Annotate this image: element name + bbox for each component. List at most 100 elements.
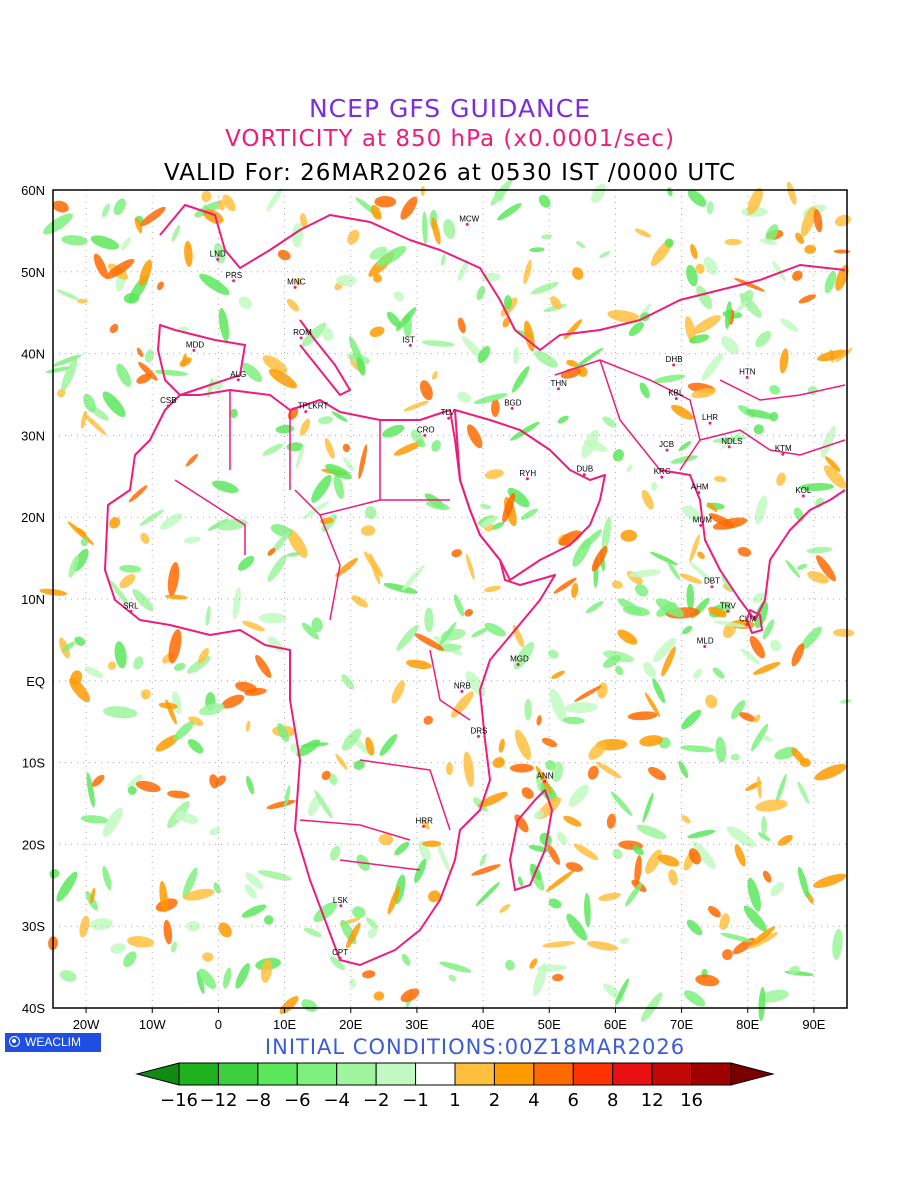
vorticity-patch bbox=[396, 624, 419, 651]
vorticity-patch bbox=[791, 643, 805, 667]
city-dot bbox=[665, 448, 669, 452]
vorticity-patch bbox=[221, 694, 245, 709]
vorticity-patch bbox=[382, 424, 405, 438]
vorticity-patch bbox=[422, 211, 428, 245]
vorticity-patch bbox=[664, 238, 674, 248]
vorticity-patch bbox=[164, 594, 188, 600]
vorticity-patch bbox=[650, 482, 658, 491]
vorticity-patch bbox=[505, 959, 515, 971]
vorticity-patch bbox=[719, 913, 730, 931]
vorticity-patch bbox=[743, 905, 767, 932]
vorticity-patch bbox=[79, 915, 90, 938]
vorticity-patch bbox=[682, 505, 702, 522]
city-label: BGD bbox=[504, 398, 522, 407]
vorticity-patch bbox=[737, 546, 752, 557]
vorticity-patch bbox=[187, 738, 204, 754]
weaclim-logo[interactable]: WEACLIM bbox=[5, 1033, 101, 1052]
vorticity-patch bbox=[369, 553, 381, 585]
vorticity-patch bbox=[568, 784, 589, 807]
vorticity-patch bbox=[93, 253, 108, 278]
vorticity-patch bbox=[119, 574, 136, 589]
vorticity-patch bbox=[128, 485, 148, 503]
vorticity-patch bbox=[360, 525, 376, 536]
vorticity-patch bbox=[703, 256, 718, 276]
vorticity-patch bbox=[653, 374, 686, 383]
vorticity-patch bbox=[198, 968, 217, 990]
vorticity-patch bbox=[806, 546, 833, 554]
vorticity-patch bbox=[445, 762, 454, 776]
lon-tick-label: 60E bbox=[604, 1017, 627, 1032]
vorticity-patch bbox=[351, 595, 368, 608]
vorticity-patch bbox=[401, 953, 411, 966]
vorticity-patch bbox=[365, 737, 375, 756]
colorbar-box bbox=[533, 1062, 574, 1086]
city-dot bbox=[674, 397, 678, 401]
vorticity-patch bbox=[546, 844, 561, 865]
vorticity-patch bbox=[705, 694, 718, 709]
vorticity-patch bbox=[205, 605, 211, 626]
vorticity-patch bbox=[83, 393, 96, 413]
vorticity-patch bbox=[634, 583, 649, 597]
vorticity-patch bbox=[171, 224, 181, 242]
vorticity-patch bbox=[502, 316, 511, 328]
vorticity-patch bbox=[266, 799, 296, 810]
city-dot bbox=[703, 644, 707, 648]
vorticity-patch bbox=[313, 901, 337, 923]
vorticity-patch bbox=[797, 781, 810, 805]
vorticity-patch bbox=[158, 702, 178, 709]
vorticity-patch bbox=[163, 919, 173, 945]
vorticity-patch bbox=[777, 835, 793, 846]
vorticity-patch bbox=[756, 775, 762, 799]
vorticity-patch bbox=[475, 882, 500, 906]
vorticity-patch bbox=[301, 322, 327, 347]
vorticity-patch bbox=[370, 204, 382, 220]
city-dot bbox=[460, 689, 464, 693]
vorticity-patch bbox=[513, 641, 535, 670]
vorticity-patch bbox=[484, 622, 506, 637]
vorticity-patch bbox=[762, 619, 775, 640]
vorticity-patch bbox=[721, 336, 739, 355]
vorticity-patch bbox=[238, 555, 255, 571]
vorticity-patch bbox=[268, 368, 298, 389]
vorticity-patch bbox=[324, 438, 335, 459]
vorticity-patch bbox=[109, 580, 129, 606]
city-label: KBL bbox=[668, 389, 684, 398]
vorticity-patch bbox=[792, 270, 803, 281]
vorticity-patch bbox=[722, 949, 733, 961]
initial-conditions: INITIAL CONDITIONS:00Z18MAR2026 bbox=[264, 1035, 686, 1059]
vorticity-patch bbox=[739, 292, 762, 318]
vorticity-patch bbox=[120, 237, 132, 251]
vorticity-patch bbox=[83, 413, 107, 436]
vorticity-patch bbox=[740, 648, 761, 665]
lat-tick-label: 40S bbox=[22, 1001, 45, 1016]
vorticity-patch bbox=[300, 213, 308, 229]
vorticity-patch bbox=[266, 187, 283, 212]
vorticity-patch bbox=[692, 315, 721, 334]
vorticity-patch bbox=[701, 353, 724, 381]
vorticity-patch bbox=[335, 753, 348, 770]
vorticity-patch bbox=[396, 307, 417, 332]
vorticity-patch bbox=[573, 843, 599, 861]
vorticity-patch bbox=[476, 285, 486, 301]
vorticity-patch bbox=[549, 688, 567, 723]
vorticity-patch bbox=[422, 840, 442, 847]
vorticity-patch bbox=[719, 601, 730, 612]
vorticity-patch bbox=[606, 813, 617, 829]
vorticity-patch bbox=[753, 424, 764, 435]
vorticity-patch bbox=[276, 723, 290, 742]
vorticity-patch bbox=[328, 773, 338, 785]
vorticity-patch bbox=[779, 348, 789, 374]
vorticity-patch bbox=[492, 757, 505, 768]
vorticity-patch bbox=[642, 792, 654, 823]
vorticity-patch bbox=[686, 264, 698, 287]
vorticity-patch bbox=[762, 870, 772, 883]
vorticity-patch bbox=[366, 917, 378, 929]
city-dot bbox=[697, 491, 701, 495]
vorticity-patch bbox=[80, 815, 109, 824]
vorticity-patch bbox=[687, 829, 716, 839]
coastline-arabia bbox=[454, 409, 606, 581]
vorticity-patch bbox=[299, 418, 311, 436]
vorticity-patch bbox=[263, 915, 274, 925]
vorticity-patch bbox=[689, 561, 713, 583]
